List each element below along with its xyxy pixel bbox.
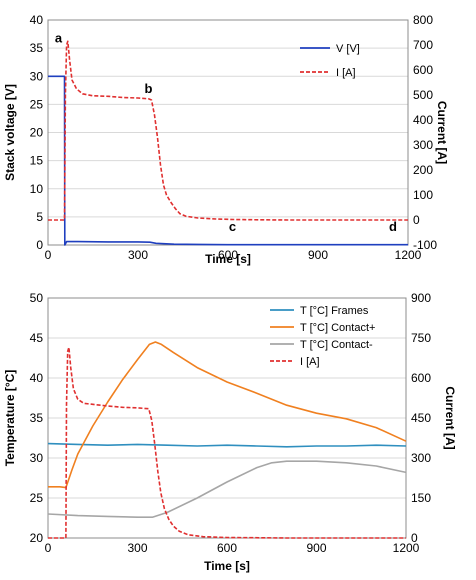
annotation-label: c [229, 219, 236, 234]
y-tick-label: 0 [36, 238, 43, 252]
legend-label: I [A] [300, 356, 320, 368]
y2-tick-label: 300 [413, 138, 433, 152]
y-tick-label: 35 [30, 41, 44, 55]
x-tick-label: 900 [308, 248, 328, 262]
y2-tick-label: 400 [413, 113, 433, 127]
y2-axis-label: Current [A] [443, 386, 457, 449]
y-tick-label: 40 [30, 371, 44, 385]
series-line-1 [48, 40, 408, 221]
y2-tick-label: 0 [413, 213, 420, 227]
annotation-label: d [389, 219, 397, 234]
y-tick-label: 30 [30, 451, 44, 465]
x-tick-label: 600 [217, 541, 237, 555]
legend-label: T [°C] Frames [300, 305, 369, 317]
x-tick-label: 1200 [395, 248, 422, 262]
y-tick-label: 35 [30, 411, 44, 425]
chart-stack-voltage-current: 0 5 10 15 20 25 30 35 40 -100 0 100 200 300 400 500 600 7… [3, 13, 449, 266]
series-line-1 [48, 341, 407, 489]
y2-tick-label: 200 [413, 163, 433, 177]
y-tick-label: 5 [36, 210, 43, 224]
x-tick-label: 300 [128, 248, 148, 262]
y2-tick-label: 450 [411, 411, 431, 425]
chart-temperature-current: 20 25 30 35 40 45 50 0 150 300 450 600 750 900 0 300 600… [3, 291, 457, 573]
y-tick-label: 40 [30, 13, 44, 27]
x-axis-label: Time [s] [204, 559, 250, 573]
y2-tick-label: 750 [411, 331, 431, 345]
x-tick-label: 600 [218, 248, 238, 262]
x-axis-label: Time [s] [205, 252, 251, 266]
y-axis-label: Stack voltage [V] [3, 84, 17, 181]
y2-tick-label: 800 [413, 13, 433, 27]
y-axis-label: Temperature [°C] [3, 370, 17, 467]
y2-tick-label: 500 [413, 88, 433, 102]
y-tick-label: 20 [30, 126, 44, 140]
x-tick-label: 0 [45, 541, 52, 555]
series-line-0 [47, 442, 407, 448]
series-line-0 [48, 75, 408, 246]
y-tick-label: 30 [30, 69, 44, 83]
y2-tick-label: -100 [413, 238, 437, 252]
y-tick-label: 20 [30, 531, 44, 545]
y-tick-label: 10 [30, 182, 44, 196]
annotation-label: b [145, 81, 153, 96]
series-line-2 [47, 460, 407, 519]
y-tick-label: 50 [30, 291, 44, 305]
annotation-label: a [55, 31, 63, 46]
legend-label: V [V] [336, 43, 360, 55]
x-tick-label: 1200 [393, 541, 420, 555]
y-tick-label: 25 [30, 491, 44, 505]
y2-axis-label: Current [A] [435, 101, 449, 164]
legend-label: T [°C] Contact+ [300, 322, 375, 334]
y-tick-label: 25 [30, 97, 44, 111]
y2-tick-label: 700 [413, 38, 433, 52]
y2-tick-label: 150 [411, 491, 431, 505]
x-tick-label: 900 [306, 541, 326, 555]
y2-tick-label: 0 [411, 531, 418, 545]
y2-tick-label: 300 [411, 451, 431, 465]
legend-label: I [A] [336, 67, 356, 79]
y2-tick-label: 900 [411, 291, 431, 305]
series-line-3 [48, 346, 406, 539]
x-tick-label: 0 [45, 248, 52, 262]
y2-tick-label: 600 [413, 63, 433, 77]
y2-tick-label: 600 [411, 371, 431, 385]
y-tick-label: 15 [30, 154, 44, 168]
y-tick-label: 45 [30, 331, 44, 345]
legend-label: T [°C] Contact- [300, 339, 373, 351]
y2-tick-label: 100 [413, 188, 433, 202]
x-tick-label: 300 [127, 541, 147, 555]
